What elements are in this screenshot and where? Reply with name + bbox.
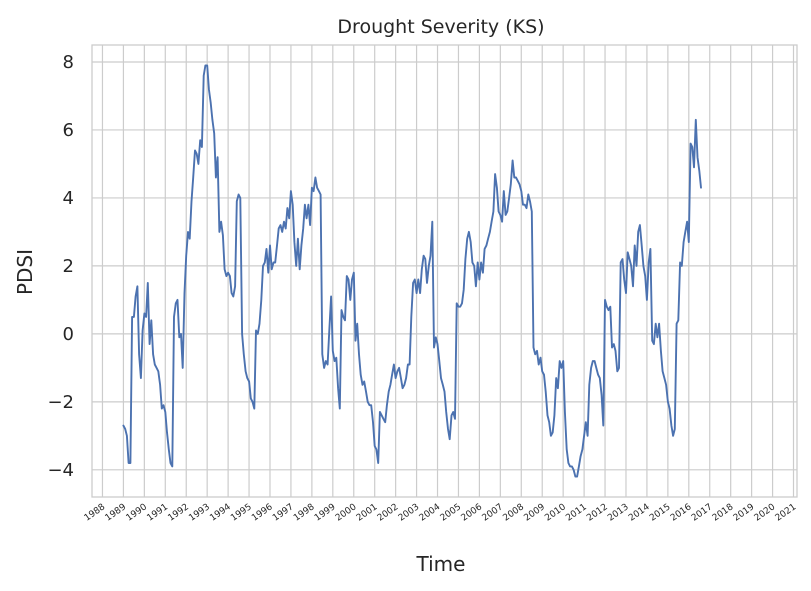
y-tick-label: 0 <box>63 324 74 345</box>
x-gridlines <box>101 45 795 497</box>
y-tick-label: 2 <box>63 256 74 277</box>
y-tick-label: 6 <box>63 120 74 141</box>
y-tick-labels: −4 −2 0 2 4 6 8 <box>47 52 74 481</box>
y-tick-label: 4 <box>63 188 74 209</box>
x-axis-label: Time <box>416 552 466 576</box>
y-tick-label: 8 <box>63 52 74 73</box>
series-line <box>122 64 702 478</box>
plot-frame <box>91 44 798 498</box>
y-axis-label: PDSI <box>13 249 37 295</box>
chart-title: Drought Severity (KS) <box>337 16 544 38</box>
y-tick-label: −4 <box>47 460 74 481</box>
y-tick-label: −2 <box>47 392 74 413</box>
